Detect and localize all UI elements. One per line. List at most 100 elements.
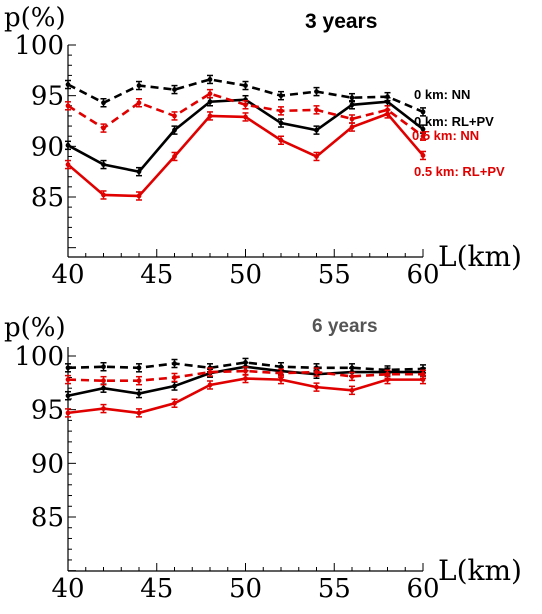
point-marker — [385, 111, 390, 117]
data-point — [313, 105, 320, 115]
data-point — [100, 375, 107, 386]
series-4 — [65, 109, 426, 201]
point-marker — [278, 93, 284, 99]
point-marker — [172, 87, 177, 92]
point-marker — [207, 91, 213, 97]
point-marker — [385, 377, 390, 383]
data-point — [171, 398, 178, 408]
point-marker — [243, 102, 248, 108]
point-marker — [278, 370, 284, 376]
x-tick-label: 45 — [140, 260, 173, 290]
data-point — [100, 123, 107, 133]
data-point — [171, 358, 178, 369]
data-point — [136, 388, 142, 399]
data-point — [65, 374, 71, 385]
data-point — [100, 361, 107, 372]
data-point — [171, 84, 178, 95]
data-point — [100, 159, 107, 170]
data-point — [171, 125, 178, 135]
y-tick-label: 85 — [31, 503, 64, 533]
point-marker — [65, 365, 71, 371]
data-point — [278, 118, 284, 128]
data-point — [349, 371, 355, 382]
data-point — [136, 375, 142, 386]
series-line — [67, 98, 424, 174]
point-marker — [101, 364, 106, 370]
y-tick-label: 90 — [31, 132, 64, 162]
data-point — [65, 101, 71, 111]
x-tick-label: 45 — [140, 574, 173, 604]
series-line — [67, 377, 423, 415]
data-point — [349, 122, 355, 132]
point-marker — [101, 125, 106, 131]
x-tick-label: 55 — [318, 574, 351, 604]
point-marker — [136, 378, 142, 384]
y-tick-label: 85 — [31, 183, 64, 213]
data-point — [420, 150, 426, 161]
series-line — [67, 369, 423, 382]
legend-entry: 0 km: RL+PV — [414, 114, 494, 129]
point-marker — [207, 369, 213, 375]
data-point — [136, 191, 142, 201]
point-marker — [420, 153, 426, 158]
x-tick-label: 60 — [406, 260, 439, 290]
y-tick-label: 90 — [31, 449, 64, 479]
data-point — [65, 79, 71, 90]
data-point — [65, 390, 71, 401]
data-point — [278, 106, 284, 116]
data-point — [136, 166, 142, 177]
data-point — [207, 88, 213, 99]
point-marker — [314, 384, 319, 390]
y-tick-label: 95 — [31, 82, 64, 112]
data-point — [136, 80, 142, 91]
point-marker — [65, 410, 71, 416]
x-tick-label: 40 — [51, 574, 84, 604]
point-marker — [385, 99, 390, 105]
point-marker — [65, 377, 71, 383]
point-marker — [243, 83, 248, 88]
data-point — [349, 114, 355, 124]
point-marker — [420, 377, 426, 383]
point-marker — [278, 137, 284, 143]
series-line — [67, 112, 424, 198]
data-point — [278, 135, 284, 146]
data-point — [420, 107, 426, 117]
data-point — [65, 363, 71, 373]
point-marker — [278, 108, 284, 114]
point-marker — [172, 154, 177, 159]
point-marker — [65, 162, 71, 167]
point-marker — [349, 102, 355, 108]
legend-entry: 0.5 km: RL+PV — [414, 164, 505, 179]
point-marker — [172, 127, 177, 133]
y-tick-label: 100 — [14, 342, 64, 372]
y-tick-label: 100 — [14, 31, 64, 61]
point-marker — [65, 142, 71, 148]
point-marker — [207, 113, 213, 119]
point-marker — [420, 126, 426, 132]
data-point — [420, 131, 426, 141]
point-marker — [136, 193, 142, 199]
point-marker — [65, 103, 71, 109]
data-point — [242, 100, 249, 110]
x-tick-label: 40 — [51, 260, 84, 290]
point-marker — [136, 365, 142, 371]
legend-entry: 0.5 km: NN — [412, 128, 479, 143]
chart-title: 6 years — [312, 316, 378, 337]
data-point — [384, 374, 391, 385]
point-marker — [101, 385, 106, 391]
data-point — [349, 385, 355, 396]
point-marker — [136, 391, 142, 396]
point-marker — [101, 378, 106, 384]
point-marker — [172, 113, 177, 119]
data-point — [100, 190, 107, 200]
data-point — [65, 159, 71, 170]
x-tick-label: 55 — [318, 260, 351, 290]
point-marker — [136, 100, 142, 106]
data-point — [136, 98, 142, 108]
data-point — [207, 111, 213, 121]
point-marker — [314, 154, 319, 159]
point-marker — [207, 99, 213, 105]
series-3 — [65, 88, 426, 141]
data-point — [65, 140, 71, 151]
